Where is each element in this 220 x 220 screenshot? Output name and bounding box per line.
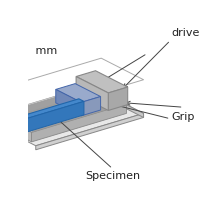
Text: Specimen: Specimen (85, 171, 140, 181)
Polygon shape (56, 89, 81, 116)
Polygon shape (13, 89, 101, 122)
Polygon shape (32, 99, 121, 132)
Polygon shape (31, 104, 126, 142)
Polygon shape (16, 90, 104, 124)
Polygon shape (2, 89, 126, 132)
Polygon shape (10, 87, 98, 121)
Text: Grip: Grip (171, 112, 195, 122)
Polygon shape (23, 94, 111, 127)
Polygon shape (19, 92, 108, 125)
Polygon shape (36, 114, 143, 150)
Text: drive: drive (171, 28, 200, 38)
Polygon shape (26, 95, 114, 129)
Polygon shape (8, 86, 98, 114)
Polygon shape (2, 117, 31, 142)
Polygon shape (108, 87, 128, 110)
Polygon shape (27, 96, 117, 124)
Polygon shape (76, 71, 128, 93)
Polygon shape (18, 91, 108, 119)
Polygon shape (0, 92, 143, 146)
Polygon shape (7, 86, 95, 119)
Text: mm: mm (32, 46, 57, 56)
Polygon shape (19, 101, 84, 134)
Polygon shape (24, 94, 114, 122)
Polygon shape (30, 98, 121, 125)
Polygon shape (5, 85, 95, 112)
Polygon shape (29, 97, 117, 130)
Polygon shape (56, 84, 101, 102)
Polygon shape (101, 92, 143, 117)
Polygon shape (11, 88, 101, 115)
Polygon shape (81, 97, 101, 116)
Polygon shape (15, 90, 104, 117)
Polygon shape (21, 93, 111, 120)
Polygon shape (76, 77, 108, 110)
Polygon shape (14, 99, 84, 121)
